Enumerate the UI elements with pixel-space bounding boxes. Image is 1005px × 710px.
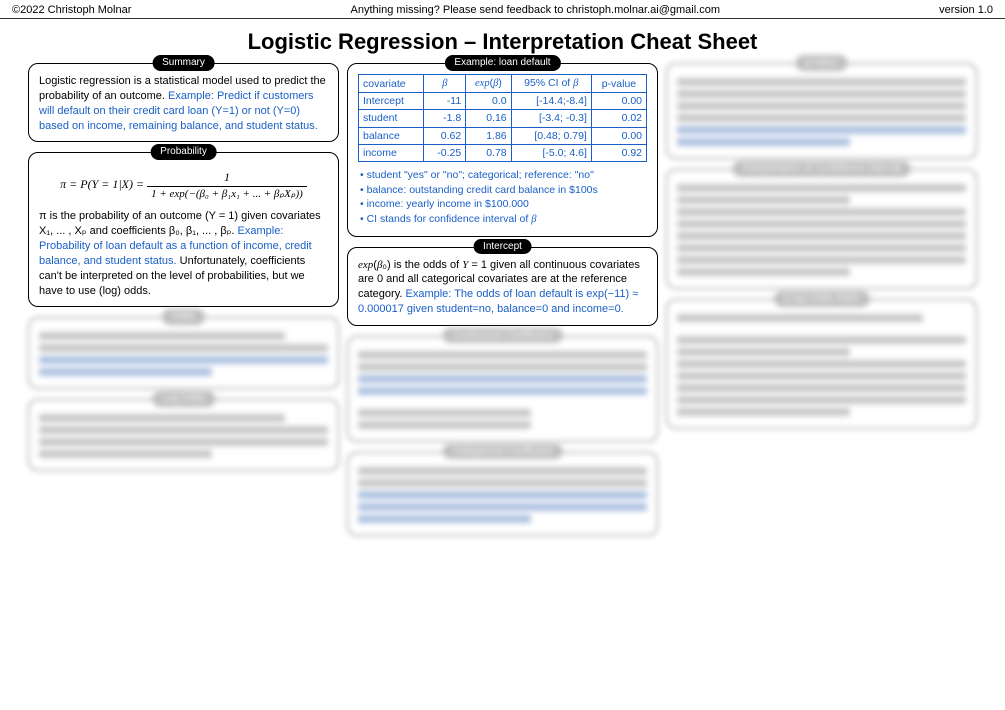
feedback-text: Anything missing? Please send feedback t… [351, 4, 720, 16]
table-row: Intercept-110.0[-14.4;-8.4]0.00 [359, 93, 647, 110]
version-text: version 1.0 [939, 4, 993, 16]
pvalue-box: p-value [666, 63, 977, 159]
table-header: 95% CI of β [511, 75, 591, 93]
loandefault-label: Example: loan default [444, 55, 560, 71]
page-title: Logistic Regression – Interpretation Che… [0, 29, 1005, 55]
column-1: Summary Logistic regression is a statist… [28, 63, 339, 546]
table-row: student-1.80.16[-3.4; -0.3]0.02 [359, 110, 647, 127]
table-row: balance0.621.86[0.48; 0.79]0.00 [359, 127, 647, 144]
logodds-box: Log Odds [28, 399, 339, 471]
table-header: exp(β) [466, 75, 511, 93]
copyright-text: ©2022 Christoph Molnar [12, 4, 131, 16]
ci-label: Interpretation of Confidence Interval [732, 161, 911, 177]
pvalue-label: p-value [795, 55, 848, 71]
contcoef-label: Continuous Coefficient [442, 328, 562, 344]
column-3: p-value Interpretation of Confidence Int… [666, 63, 977, 546]
logodds-label: Log Odds [152, 391, 215, 407]
catcoef-box: Categorical Coefficient [347, 452, 658, 536]
loandefault-bullets: student "yes" or "no"; categorical; refe… [358, 168, 647, 228]
loandefault-table: covariateβexp(β)95% CI of βp-value Inter… [358, 74, 647, 162]
header-bar: ©2022 Christoph Molnar Anything missing?… [0, 0, 1005, 19]
summary-box: Summary Logistic regression is a statist… [28, 63, 339, 142]
column-2: Example: loan default covariateβexp(β)95… [347, 63, 658, 546]
table-header: p-value [591, 75, 646, 93]
odds-box: Odds [28, 317, 339, 389]
bullet-item: balance: outstanding credit card balance… [360, 183, 647, 198]
bullet-item: student "yes" or "no"; categorical; refe… [360, 168, 647, 183]
probability-formula: π = P(Y = 1|X) = 1 1 + exp(−(β₀ + β₁x₁ +… [39, 169, 328, 201]
summary-label: Summary [152, 55, 215, 71]
loandefault-box: Example: loan default covariateβexp(β)95… [347, 63, 658, 237]
intercept-label: Intercept [473, 239, 532, 255]
odds-label: Odds [162, 309, 206, 325]
bullet-item: CI stands for confidence interval of β [360, 212, 647, 228]
bullet-item: income: yearly income in $100.000 [360, 197, 647, 212]
oddsratio-label: (Log) Odds Ratio [773, 291, 869, 307]
ci-box: Interpretation of Confidence Interval [666, 169, 977, 289]
contcoef-box: Continuous Coefficient [347, 336, 658, 442]
probability-box: Probability π = P(Y = 1|X) = 1 1 + exp(−… [28, 152, 339, 307]
content-columns: Summary Logistic regression is a statist… [0, 63, 1005, 546]
oddsratio-box: (Log) Odds Ratio [666, 299, 977, 429]
table-header: β [424, 75, 466, 93]
table-row: income-0.250.78[-5.0; 4.6]0.92 [359, 144, 647, 161]
intercept-box: Intercept exp(β₀)exp(β₀) is the odds of … [347, 247, 658, 326]
probability-label: Probability [150, 144, 217, 160]
table-header: covariate [359, 75, 424, 93]
catcoef-label: Categorical Coefficient [442, 444, 562, 460]
